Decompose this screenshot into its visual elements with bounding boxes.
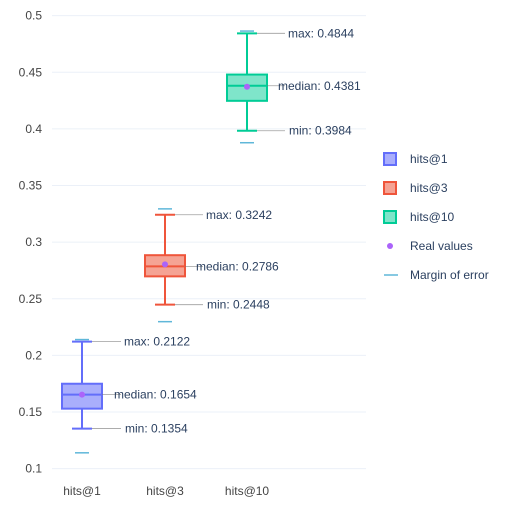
legend-swatch-box xyxy=(383,210,397,224)
annotation-max-label: max: 0.3242 xyxy=(206,208,272,222)
x-tick-label: hits@10 xyxy=(225,484,270,498)
legend-item-hits-3[interactable]: hits@3 xyxy=(383,181,448,195)
y-tick-label: 0.15 xyxy=(19,405,43,419)
box-hits-at-3: max: 0.3242 median: 0.2786 min: 0.2448 xyxy=(144,208,279,323)
x-tick-label: hits@3 xyxy=(146,484,184,498)
legend-label: hits@1 xyxy=(410,152,448,166)
legend[interactable]: hits@1 hits@3 hits@10 Real values Margin of … xyxy=(383,152,489,282)
legend-label: hits@10 xyxy=(410,210,455,224)
box-hits-at-1: max: 0.2122 median: 0.1654 min: 0.1354 xyxy=(61,335,197,454)
y-tick-label: 0.45 xyxy=(19,65,43,79)
box-hits-at-10: max: 0.4844 median: 0.4381 min: 0.3984 xyxy=(226,26,361,144)
real-value-dot xyxy=(162,261,168,268)
real-value-dot xyxy=(244,83,250,90)
grid-lines xyxy=(52,15,366,470)
y-tick-label: 0.4 xyxy=(25,122,42,136)
y-tick-label: 0.5 xyxy=(25,9,42,23)
annotation-min-label: min: 0.1354 xyxy=(125,422,188,436)
legend-label: hits@3 xyxy=(410,181,448,195)
legend-swatch-box xyxy=(383,181,397,195)
annotation-min-label: min: 0.3984 xyxy=(289,124,352,138)
y-tick-label: 0.2 xyxy=(25,348,42,362)
y-tick-label: 0.25 xyxy=(19,292,43,306)
legend-label: Margin of error xyxy=(410,268,489,282)
y-tick-label: 0.35 xyxy=(19,179,43,193)
annotation-min-label: min: 0.2448 xyxy=(207,298,270,312)
legend-swatch-box xyxy=(383,152,397,166)
legend-label: Real values xyxy=(410,239,473,253)
legend-item-hits-10[interactable]: hits@10 xyxy=(383,210,455,224)
legend-item-margin-of-error[interactable]: Margin of error xyxy=(384,268,489,282)
legend-item-real-values[interactable]: Real values xyxy=(387,239,473,253)
legend-item-hits-1[interactable]: hits@1 xyxy=(383,152,448,166)
real-value-dot xyxy=(79,391,85,398)
legend-swatch-dot xyxy=(387,243,393,249)
x-tick-label: hits@1 xyxy=(63,484,101,498)
y-tick-label: 0.3 xyxy=(25,235,42,249)
y-tick-label: 0.1 xyxy=(25,462,42,476)
annotation-max-label: max: 0.4844 xyxy=(288,26,354,40)
annotation-median-label: median: 0.2786 xyxy=(196,259,279,273)
annotation-median-label: median: 0.4381 xyxy=(278,79,361,93)
annotation-median-label: median: 0.1654 xyxy=(114,388,197,402)
annotation-max-label: max: 0.2122 xyxy=(124,335,190,349)
x-axis: hits@1 hits@3 hits@10 xyxy=(63,484,269,498)
y-axis: 0.1 0.15 0.2 0.25 0.3 0.35 0.4 0.45 0.5 xyxy=(19,9,43,476)
